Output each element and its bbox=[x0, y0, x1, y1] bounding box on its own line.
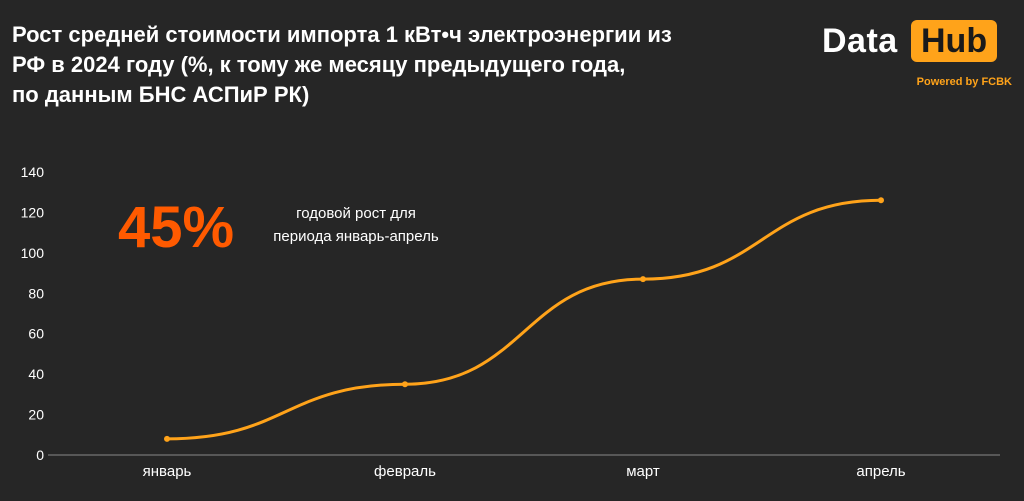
logo-powered-by: Powered by FCBK bbox=[916, 76, 1012, 88]
series-line bbox=[166, 198, 882, 441]
data-points bbox=[164, 197, 884, 442]
data-point bbox=[164, 435, 170, 442]
x-tick-label: март bbox=[626, 463, 660, 480]
logo-hub-badge: Hub bbox=[911, 20, 998, 62]
y-tick-label: 20 bbox=[28, 407, 44, 423]
y-tick-label: 40 bbox=[28, 366, 44, 382]
title-line-1: Рост средней стоимости импорта 1 кВт•ч э… bbox=[12, 22, 672, 47]
title-line-3: по данным БНС АСПиР РК) bbox=[12, 82, 310, 107]
data-point bbox=[402, 381, 408, 388]
chart-title: Рост средней стоимости импорта 1 кВт•ч э… bbox=[12, 20, 812, 110]
y-tick-label: 120 bbox=[21, 204, 45, 220]
x-tick-label: апрель bbox=[856, 463, 905, 480]
highlight-value: 45% bbox=[118, 195, 234, 260]
title-line-2: РФ в 2024 году (%, к тому же месяцу пред… bbox=[12, 52, 626, 77]
y-tick-label: 140 bbox=[21, 164, 45, 180]
datahub-logo: Data Hub Powered by FCBK bbox=[822, 20, 1012, 90]
y-tick-label: 100 bbox=[21, 245, 45, 261]
y-axis: 0 20 40 60 80 100 120 140 bbox=[21, 164, 45, 463]
highlight-caption-line-2: периода январь-апрель bbox=[273, 228, 439, 245]
y-tick-label: 80 bbox=[28, 285, 44, 301]
data-point bbox=[640, 276, 646, 283]
y-tick-label: 0 bbox=[36, 447, 44, 463]
data-point bbox=[878, 197, 884, 204]
x-axis: январь февраль март апрель bbox=[143, 463, 906, 480]
x-tick-label: январь bbox=[143, 463, 192, 480]
highlight-caption-line-1: годовой рост для bbox=[296, 205, 416, 222]
y-tick-label: 60 bbox=[28, 326, 44, 342]
x-tick-label: февраль bbox=[374, 463, 436, 480]
logo-data-text: Data bbox=[822, 22, 898, 60]
